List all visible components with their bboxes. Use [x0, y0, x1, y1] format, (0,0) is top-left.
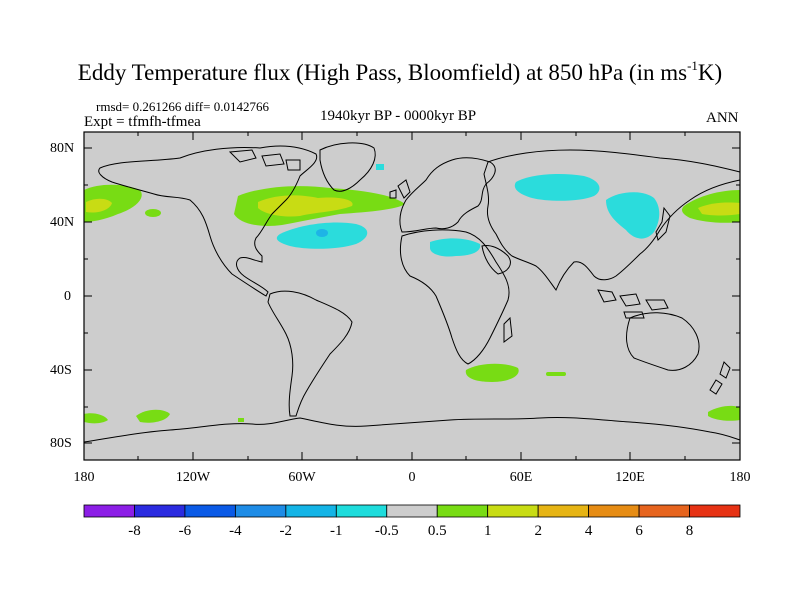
anomaly-south-small: [546, 372, 566, 376]
colorbar-label: -1: [330, 523, 343, 539]
season-label: ANN: [706, 110, 739, 126]
map-ticks: [84, 132, 740, 460]
colorbar-swatch: [285, 504, 337, 518]
anomaly-natl-strong: [258, 195, 353, 217]
colorbar-label: -0.5: [374, 523, 399, 539]
lat-label-40n: 40N: [50, 215, 75, 230]
coast-madagascar: [503, 316, 513, 343]
anomaly-south-pac-mid: [136, 409, 170, 423]
coast-se-asia-islands: [597, 289, 669, 319]
anomaly-npac-west-strong: [698, 202, 740, 216]
coast-arabia: [481, 245, 511, 275]
lat-ticks-right: [732, 147, 740, 444]
colorbar-swatch: [689, 504, 741, 518]
colorbar-swatch: [184, 504, 236, 518]
coast-antarctica: [83, 416, 741, 443]
coast-japan: [655, 206, 671, 241]
colorbar-label: 0.5: [427, 523, 447, 539]
colorbar-swatch: [335, 504, 388, 518]
anomaly-east-asia-negative: [606, 192, 660, 239]
anomaly-shading: [84, 164, 740, 424]
coast-africa: [399, 229, 510, 365]
coast-asia: [483, 149, 741, 292]
colorbar-swatch: [234, 504, 287, 518]
colorbar-label: -6: [178, 523, 192, 539]
anomaly-sahara-negative: [430, 238, 481, 257]
coastlines: [83, 142, 741, 443]
anomaly-south-atl-positive: [465, 363, 519, 382]
coast-greenland: [319, 142, 376, 192]
anomaly-npac-small: [145, 209, 161, 217]
colorbar-swatch: [386, 504, 438, 518]
lon-label-0: 0: [408, 470, 416, 485]
stats-line: rmsd= 0.261266 diff= 0.0142766: [96, 99, 269, 114]
colorbar-label: 8: [685, 523, 694, 539]
colorbar-swatch: [537, 504, 590, 518]
colorbar-swatch: [588, 504, 640, 518]
lon-ticks-bottom: [137, 452, 686, 460]
lat-label-80s: 80S: [50, 436, 72, 451]
colorbar-label: -2: [279, 523, 293, 539]
colorbar-label: 2: [534, 523, 542, 539]
colorbar-label: -8: [128, 523, 141, 539]
period-label: 1940kyr BP - 0000kyr BP: [320, 108, 477, 124]
colorbar-label: -4: [229, 523, 242, 539]
lat-label-0: 0: [64, 289, 71, 304]
lon-label-60e: 60E: [509, 470, 533, 485]
colorbar-label: 6: [635, 523, 643, 539]
colorbar-swatch: [638, 504, 690, 518]
colorbar-label: 4: [584, 523, 593, 539]
anomaly-natl-negative-core: [316, 229, 328, 237]
anomaly-npac-east-positive: [84, 184, 142, 222]
lon-label-180w: 180: [73, 470, 95, 485]
lat-ticks-left: [84, 147, 92, 444]
lon-label-120w: 120W: [175, 470, 211, 485]
experiment-label: Expt = tfmfh-tfmea: [84, 114, 201, 130]
map-background: [84, 132, 740, 460]
anomaly-npac-east-strong: [86, 198, 112, 213]
colorbar-swatch: [436, 504, 489, 518]
colorbar-swatch: [487, 504, 539, 518]
coast-australia: [626, 312, 700, 371]
coast-north-america: [98, 145, 318, 297]
lat-label-80n: 80N: [50, 141, 75, 156]
coast-new-zealand: [709, 361, 731, 395]
colorbar-swatch: [83, 504, 135, 518]
coast-british-isles: [389, 179, 411, 199]
anomaly-south-pac-west: [708, 405, 740, 421]
coast-arctic-islands: [228, 149, 301, 171]
anomaly-south-pac-east: [84, 413, 108, 424]
anomaly-arctic-negative: [376, 164, 384, 170]
colorbar-label: 1: [483, 523, 492, 539]
colorbar: [83, 504, 741, 518]
lat-label-40s: 40S: [50, 363, 72, 378]
plot-title: Eddy Temperature flux (High Pass, Bloomf…: [77, 58, 723, 85]
coast-south-america: [267, 290, 353, 417]
colorbar-swatch: [134, 504, 186, 518]
lon-label-180e: 180: [729, 470, 751, 485]
lon-label-60w: 60W: [288, 470, 316, 485]
lon-ticks-top: [137, 132, 686, 140]
anomaly-south-tiny: [238, 418, 244, 422]
lon-label-120e: 120E: [615, 470, 645, 485]
coast-europe: [399, 157, 496, 233]
anomaly-siberia-negative: [514, 174, 600, 201]
